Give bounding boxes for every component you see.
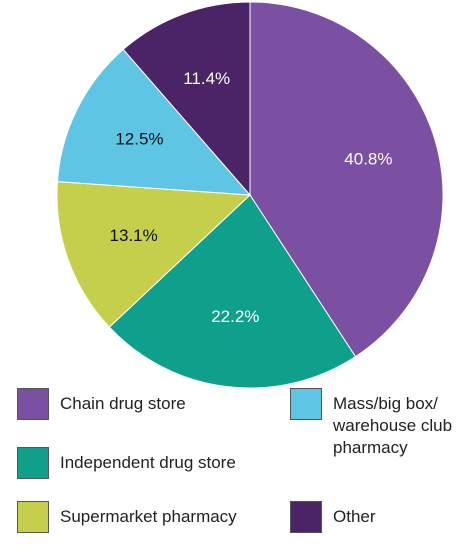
legend-swatch [290,388,322,420]
slice-label: 12.5% [115,129,163,148]
slice-label: 40.8% [344,149,392,168]
legend-item: Independent drug store [17,447,236,479]
slice-label: 22.2% [211,307,259,326]
legend-swatch [17,501,49,533]
legend-item: Chain drug store [17,388,186,420]
legend-label: Supermarket pharmacy [60,507,237,526]
pie-slice [56,181,252,328]
pie-slice [108,194,357,389]
pie-slice [122,1,251,197]
legend-label: Chain drug store [60,394,186,413]
legend-swatch [17,388,49,420]
chart: 40.8% 22.2% 13.1% 12.5% 11.4% [56,1,444,389]
pie-slice [249,1,444,358]
legend-label: Mass/big box/ warehouse club pharmacy [333,394,453,457]
legend-item: Mass/big box/ warehouse club pharmacy [290,388,458,459]
slice-label: 11.4% [183,69,230,88]
legend-swatch [290,501,322,533]
pie-slice [56,48,252,196]
legend-item: Other [290,501,458,533]
legend-label: Independent drug store [60,453,236,472]
legend-label: Other [333,507,376,526]
legend-swatch [17,447,49,479]
legend-item: Supermarket pharmacy [17,501,237,533]
slice-label: 13.1% [110,226,158,245]
